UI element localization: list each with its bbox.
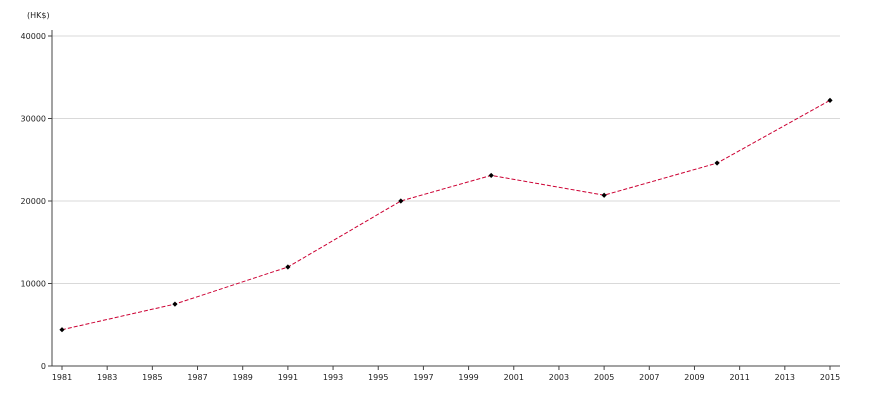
- y-axis-unit-label: (HK$): [27, 11, 50, 20]
- y-tick-label: 30000: [21, 115, 46, 124]
- data-point-marker: [59, 327, 65, 333]
- x-tick-label: 2003: [549, 373, 569, 382]
- x-tick-label: 1993: [323, 373, 343, 382]
- x-tick-label: 1989: [233, 373, 253, 382]
- y-tick-label: 20000: [21, 197, 46, 206]
- x-tick-label: 2011: [729, 373, 749, 382]
- x-tick-label: 2007: [639, 373, 659, 382]
- x-tick-label: 2005: [594, 373, 614, 382]
- x-tick-label: 1985: [142, 373, 162, 382]
- data-point-marker: [827, 97, 833, 103]
- data-point-marker: [285, 264, 291, 270]
- series-line: [61, 99, 831, 331]
- x-tick-label: 1991: [278, 373, 298, 382]
- x-tick-label: 2013: [775, 373, 795, 382]
- tick-labels: 0 10000 20000 30000 40000 1981 1983 1985 1987 198…: [21, 32, 841, 382]
- y-tick-label: 0: [41, 362, 46, 371]
- y-tick-label: 40000: [21, 32, 46, 41]
- data-point-marker: [714, 160, 720, 166]
- data-point-marker: [172, 301, 178, 307]
- x-tick-label: 1995: [368, 373, 388, 382]
- x-tick-label: 1983: [97, 373, 117, 382]
- x-tick-label: 1999: [458, 373, 478, 382]
- axes: [48, 30, 840, 370]
- x-tick-label: 2001: [504, 373, 524, 382]
- y-tick-label: 10000: [21, 280, 46, 289]
- x-tick-label: 1997: [413, 373, 433, 382]
- gridlines: [52, 35, 840, 284]
- x-tick-label: 2009: [684, 373, 704, 382]
- x-tick-label: 1987: [187, 373, 207, 382]
- x-tick-label: 1981: [52, 373, 72, 382]
- data-point-marker: [488, 172, 494, 179]
- data-point-marker: [601, 192, 607, 198]
- series: [59, 97, 833, 333]
- x-tick-label: 2015: [820, 373, 840, 382]
- data-point-marker: [398, 198, 404, 204]
